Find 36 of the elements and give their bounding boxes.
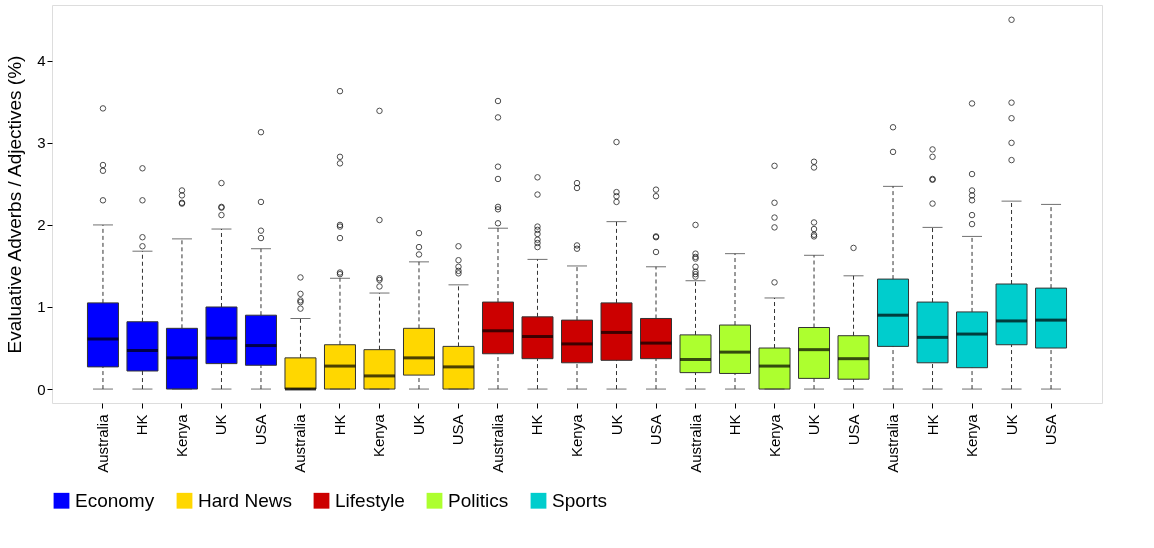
legend-label: Hard News: [198, 489, 292, 511]
x-tick-label: Kenya: [765, 413, 783, 458]
x-tick-label: Kenya: [370, 413, 388, 458]
x-tick-label: UK: [212, 414, 230, 436]
x-tick-label: HK: [923, 414, 941, 436]
x-tick-label: HK: [528, 414, 546, 436]
x-tick-label: USA: [449, 414, 467, 446]
legend-label: Economy: [75, 489, 155, 511]
x-tick-label: UK: [1002, 414, 1020, 436]
y-tick-label: 3: [37, 134, 46, 152]
x-tick-label: USA: [251, 414, 269, 446]
x-tick-label: Australia: [291, 413, 309, 473]
x-tick-label: HK: [726, 414, 744, 436]
x-tick-label: UK: [805, 414, 823, 436]
y-tick-label: 0: [37, 380, 46, 398]
x-tick-label: USA: [647, 414, 665, 446]
x-tick-label: USA: [1042, 414, 1060, 446]
x-tick-label: USA: [844, 414, 862, 446]
y-axis-title: Evaluative Adverbs / Adjectives (%): [4, 55, 26, 354]
x-tick-label: Kenya: [568, 413, 585, 458]
x-tick-label: Australia: [884, 413, 902, 473]
legend-label: Lifestyle: [335, 489, 405, 511]
x-tick-label: UK: [409, 414, 427, 436]
x-tick-label: UK: [607, 414, 625, 436]
x-tick-label: Kenya: [963, 413, 981, 458]
y-tick-label: 4: [37, 52, 46, 70]
legend-label: Sports: [552, 489, 607, 511]
x-tick-label: HK: [330, 414, 348, 436]
y-tick-label: 2: [37, 216, 46, 234]
x-tick-label: HK: [133, 414, 151, 436]
x-tick-label: Kenya: [172, 413, 190, 458]
x-tick-label: Australia: [686, 413, 704, 473]
y-tick-label: 1: [37, 298, 46, 316]
x-tick-label: Australia: [488, 413, 506, 473]
x-tick-label: Australia: [93, 413, 111, 473]
legend-label: Politics: [448, 489, 509, 511]
